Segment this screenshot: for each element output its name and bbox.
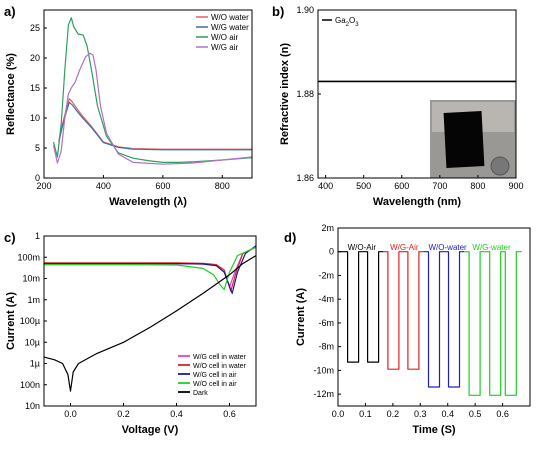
x-tick-label: 500 [356, 181, 371, 191]
series-line-2 [383, 251, 424, 370]
series-line-5 [43, 255, 257, 392]
inset-photo [430, 100, 516, 178]
panel-label: b) [272, 4, 284, 19]
x-tick-label: 0.2 [117, 409, 130, 419]
y-tick-label: 100n [20, 380, 40, 390]
x-tick-label: 0.1 [359, 409, 372, 419]
series-line-4 [464, 251, 522, 396]
y-tick-label: 10n [25, 401, 40, 411]
y-tick-label: 1 [35, 231, 40, 241]
y-axis-label: Refractive index (n) [279, 43, 291, 145]
legend-entry: W/O water [211, 13, 249, 22]
y-tick-label: 10m [22, 274, 40, 284]
plot-frame [337, 227, 531, 407]
panel-label: a) [4, 4, 16, 19]
x-tick-label: 0.4 [441, 409, 454, 419]
y-tick-label: -2m [319, 270, 335, 280]
series-line-3 [423, 251, 465, 388]
y-axis-label: Reflectance (%) [5, 53, 17, 135]
series-line-4 [52, 52, 253, 165]
y-tick-label: 1.86 [296, 173, 314, 183]
series-line-1 [58, 98, 252, 150]
y-tick-label: 15 [30, 83, 40, 93]
x-tick-label: 900 [508, 181, 523, 191]
y-tick-label: 1µ [30, 359, 40, 369]
x-tick-label: 700 [432, 181, 447, 191]
x-axis-label: Time (S) [412, 424, 456, 436]
series-line-1 [44, 246, 257, 288]
x-axis-label: Voltage (V) [122, 424, 179, 436]
series-line-2 [58, 101, 252, 151]
y-tick-label: 100µ [20, 316, 40, 326]
y-tick-label: 0 [329, 247, 334, 257]
x-tick-label: 0.6 [496, 409, 509, 419]
y-tick-label: 0 [35, 173, 40, 183]
legend-entry: W/G water [211, 23, 249, 32]
legend-entry: Dark [193, 390, 208, 397]
y-axis-label: Current (A) [5, 292, 17, 350]
x-tick-label: 400 [318, 181, 333, 191]
y-tick-label: -10m [313, 365, 334, 375]
x-tick-label: 0.5 [469, 409, 482, 419]
y-tick-label: 1.88 [296, 89, 314, 99]
panel-label: d) [284, 230, 296, 245]
x-tick-label: 0.0 [64, 409, 77, 419]
series-label: W/G-water [472, 243, 511, 252]
x-tick-label: 800 [215, 181, 230, 191]
series-label: W/O-Air [348, 243, 377, 252]
legend-entry: W/O cell in air [193, 381, 237, 388]
legend-entry: W/G air [211, 43, 238, 52]
series-label: W/O-water [429, 243, 468, 252]
y-tick-label: -4m [319, 294, 335, 304]
y-tick-label: 25 [30, 23, 40, 33]
legend-entry: W/O air [211, 33, 238, 42]
y-tick-label: 10µ [25, 337, 40, 347]
series-line-3 [52, 17, 253, 163]
legend-entry: W/G cell in water [193, 354, 247, 361]
x-tick-label: 200 [36, 181, 51, 191]
y-axis-label: Current (A) [295, 288, 307, 346]
y-tick-label: -12m [313, 389, 334, 399]
series-line-4 [44, 246, 257, 291]
y-tick-label: 1m [27, 295, 40, 305]
panel-label: c) [4, 230, 16, 245]
y-tick-label: -8m [319, 342, 335, 352]
y-tick-label: 5 [35, 143, 40, 153]
x-tick-label: 600 [155, 181, 170, 191]
x-tick-label: 0.0 [332, 409, 345, 419]
series-label: W/G-Air [390, 243, 419, 252]
y-tick-label: -6m [319, 318, 335, 328]
legend-entry: Ga2O3 [335, 16, 359, 28]
x-tick-label: 0.2 [387, 409, 400, 419]
x-tick-label: 0.3 [414, 409, 427, 419]
series-line-1 [338, 251, 384, 363]
inset-photo-sample [443, 111, 485, 168]
y-tick-label: 20 [30, 53, 40, 63]
x-tick-label: 800 [470, 181, 485, 191]
x-tick-label: 0.4 [170, 409, 183, 419]
legend-entry: W/O cell in water [193, 363, 247, 370]
legend-entry: W/G cell in air [193, 372, 237, 379]
x-tick-label: 600 [394, 181, 409, 191]
plot-frame [43, 9, 253, 179]
x-tick-label: 400 [96, 181, 111, 191]
series-line-2 [44, 246, 257, 292]
y-tick-label: 100m [17, 252, 40, 262]
y-tick-label: 2m [321, 223, 334, 233]
y-tick-label: 1.90 [296, 5, 314, 15]
x-axis-label: Wavelength (λ) [109, 196, 187, 208]
y-tick-label: 10 [30, 113, 40, 123]
inset-photo-vial [490, 156, 510, 176]
x-tick-label: 0.6 [223, 409, 236, 419]
x-axis-label: Wavelength (nm) [373, 196, 462, 208]
